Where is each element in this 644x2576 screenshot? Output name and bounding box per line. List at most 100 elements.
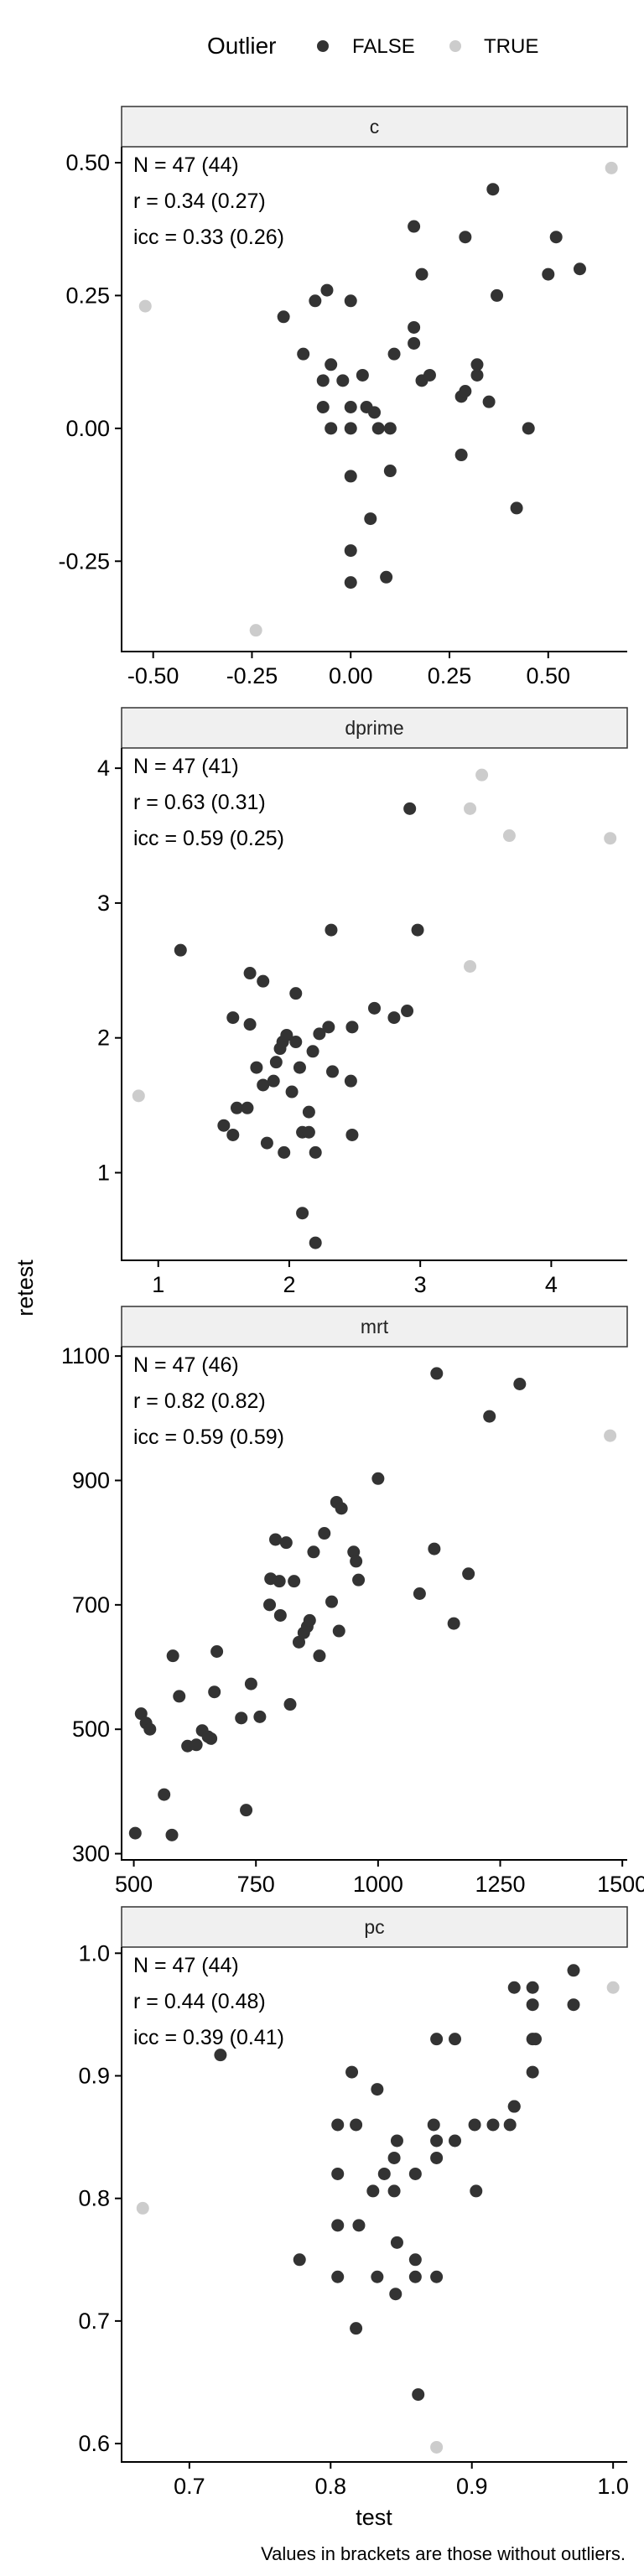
x-tick-label: 2 [283, 1272, 295, 1297]
data-point [241, 1101, 254, 1114]
data-point [289, 1036, 303, 1049]
facet-strip [121, 106, 628, 148]
data-point [253, 1710, 267, 1723]
data-point [257, 1078, 270, 1092]
data-point [387, 1011, 401, 1025]
data-point [486, 183, 500, 196]
data-point [128, 1826, 142, 1840]
data-point [325, 1595, 339, 1608]
outlier-point [475, 768, 489, 782]
stat-annotation: icc = 0.33 (0.26) [133, 226, 284, 249]
legend-key-false [317, 40, 329, 52]
legend-key-true [449, 40, 461, 52]
data-point [306, 1045, 319, 1058]
data-point [371, 2083, 384, 2096]
data-point [332, 1624, 345, 1638]
data-point [350, 1555, 363, 1568]
data-point [240, 1804, 253, 1817]
x-tick-label: 0.9 [456, 2474, 488, 2499]
data-point [345, 1021, 359, 1034]
data-point [430, 2033, 444, 2046]
outlier-point [605, 161, 618, 174]
data-point [371, 2270, 384, 2283]
x-tick-label: 4 [545, 1272, 558, 1297]
data-point [415, 267, 428, 281]
y-tick-label: -0.25 [58, 548, 110, 574]
data-point [279, 1536, 293, 1550]
data-point [260, 1136, 273, 1150]
data-point [413, 1587, 426, 1601]
data-point [352, 1573, 366, 1587]
data-point [542, 267, 555, 281]
data-point [292, 1635, 305, 1649]
data-point [313, 1649, 326, 1663]
data-point [352, 2219, 366, 2232]
x-tick-label: -0.25 [226, 663, 278, 688]
data-point [297, 347, 310, 361]
data-point [134, 1707, 148, 1721]
x-tick-label: 0.7 [174, 2474, 205, 2499]
data-point [208, 1685, 221, 1699]
data-point [257, 974, 270, 988]
data-point [293, 2253, 306, 2267]
data-point [427, 2118, 440, 2132]
data-point [320, 283, 334, 297]
y-tick-label: 1 [97, 1160, 110, 1185]
data-point [364, 512, 377, 526]
data-point [454, 449, 468, 462]
facet-strip [121, 707, 628, 749]
data-point [428, 1542, 441, 1555]
data-point [470, 358, 484, 371]
data-point [403, 802, 417, 815]
data-point [573, 262, 586, 276]
data-point [549, 231, 563, 244]
data-point [462, 1567, 475, 1581]
data-point [430, 2134, 444, 2148]
y-tick-label: 900 [72, 1467, 110, 1493]
data-point [468, 2118, 481, 2132]
y-tick-label: 0.6 [78, 2431, 110, 2456]
x-tick-label: 0.00 [329, 663, 373, 688]
stat-annotation: r = 0.34 (0.27) [133, 190, 266, 213]
outlier-point [604, 1429, 617, 1442]
data-point [331, 2118, 345, 2132]
x-tick-label: 500 [115, 1872, 153, 1897]
data-point [356, 368, 369, 382]
data-point [383, 465, 397, 478]
data-point [309, 1236, 322, 1249]
data-point [230, 1101, 243, 1114]
data-point [267, 1074, 280, 1088]
data-point [344, 294, 357, 308]
panels: c -0.25 0.00 0.25 0.50 -0.50 -0.25 0.00 0.25 0.50… [58, 106, 644, 2499]
outlier-point [132, 1089, 145, 1103]
x-tick-label: 0.8 [315, 2474, 347, 2499]
data-point [269, 1056, 283, 1069]
data-point [401, 1005, 414, 1018]
data-point [371, 1472, 385, 1485]
data-point [322, 1021, 335, 1034]
data-point [503, 2118, 517, 2132]
data-point [217, 1119, 231, 1132]
data-point [326, 1065, 340, 1078]
data-point [158, 1788, 171, 1801]
data-point [277, 310, 290, 324]
data-point [269, 1533, 283, 1546]
x-axis-label: test [356, 2505, 392, 2530]
data-point [285, 1085, 299, 1098]
data-point [331, 2270, 345, 2283]
data-point [408, 320, 421, 334]
data-point [408, 2167, 422, 2180]
data-point [344, 401, 357, 414]
data-point [449, 2134, 462, 2148]
data-point [205, 1732, 218, 1745]
y-tick-label: 0.50 [65, 150, 110, 175]
stat-annotation: icc = 0.59 (0.25) [133, 827, 284, 850]
data-point [412, 2388, 425, 2402]
data-point [316, 374, 330, 387]
data-point [214, 2049, 227, 2062]
data-point [526, 1998, 539, 2012]
data-point [526, 1981, 539, 1994]
facet-strip [121, 1906, 628, 1948]
stat-annotation: N = 47 (41) [133, 755, 239, 778]
y-axis-label: retest [13, 1259, 38, 1317]
